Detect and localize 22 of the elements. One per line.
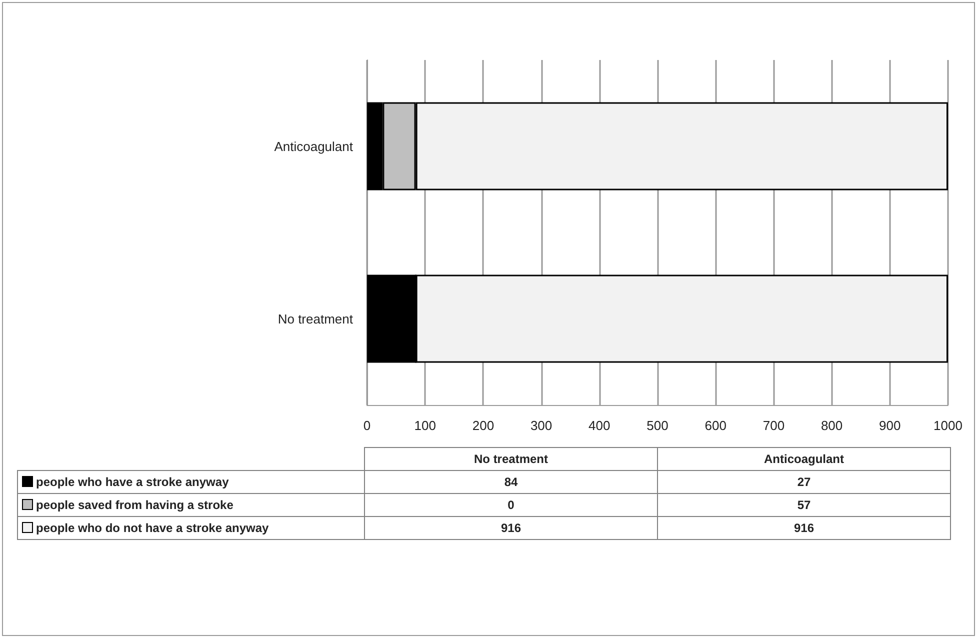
text: 0 xyxy=(364,494,658,516)
x-tick-label: 200 xyxy=(472,418,494,433)
x-tick-label: 0 xyxy=(363,418,371,433)
x-tick-label: 400 xyxy=(588,418,610,433)
text: 84 xyxy=(364,470,658,494)
x-tick-label: 100 xyxy=(414,418,436,433)
text: 916 xyxy=(364,516,658,540)
legend-label: people who do not have a stroke anyway xyxy=(18,516,364,540)
text: 57 xyxy=(658,494,950,516)
x-tick-label: 900 xyxy=(879,418,901,433)
legend-label: people saved from having a stroke xyxy=(18,494,364,516)
text: 916 xyxy=(658,516,950,540)
category-label: No treatment xyxy=(474,452,548,466)
x-tick-label: 300 xyxy=(530,418,552,433)
x-tick-label: 500 xyxy=(646,418,668,433)
x-tick-label: 700 xyxy=(762,418,785,433)
category-label: Anticoagulant xyxy=(764,452,844,466)
legend-label: people who have a stroke anyway xyxy=(18,470,364,494)
text: 27 xyxy=(658,470,950,494)
x-tick-label: 1000 xyxy=(934,418,962,433)
x-tick-label: 800 xyxy=(820,418,843,433)
x-tick-label: 600 xyxy=(704,418,726,433)
